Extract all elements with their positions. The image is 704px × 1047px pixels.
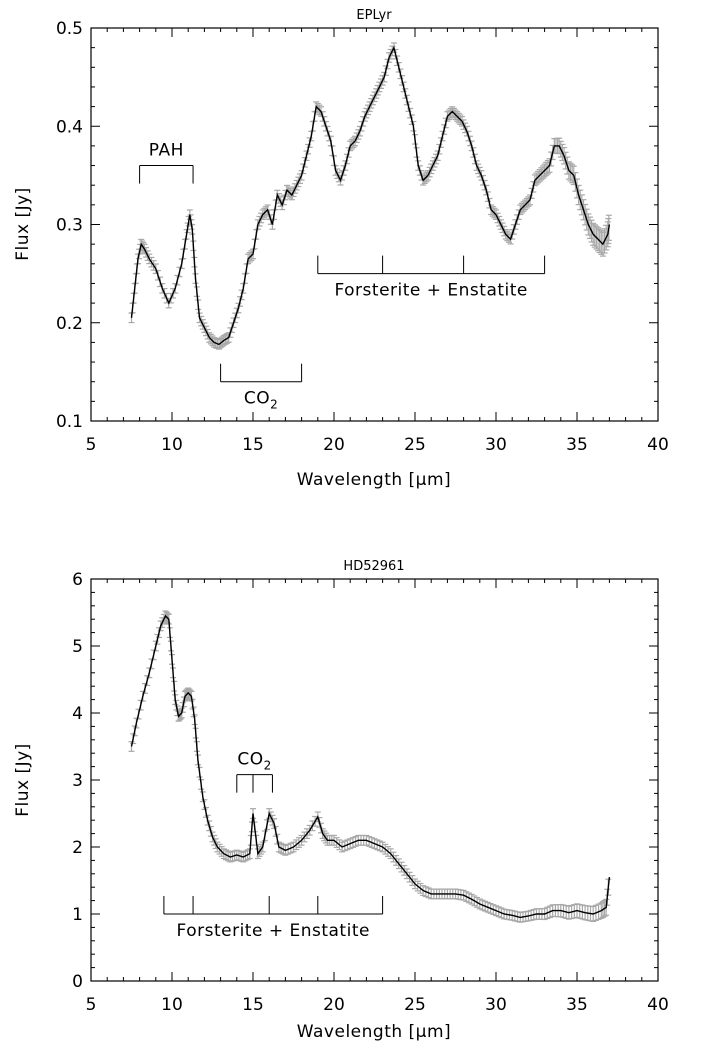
- y-tick-label: 2: [72, 838, 83, 858]
- bracket-label-subscript: 2: [264, 759, 272, 773]
- eplyr-plot-frame: [90, 27, 659, 422]
- hd52961-panel: HD52961 5 10 15 20 25 30 35 40 0 1 2 3 4 5 6 Waveleng…: [13, 559, 669, 1042]
- x-tick-label: 10: [161, 995, 183, 1015]
- x-tick-label: 35: [566, 435, 588, 455]
- hd52961-y-axis: 0 1 2 3 4 5 6: [72, 570, 658, 992]
- eplyr-y-axis: 0.1 0.2 0.3 0.4 0.5: [56, 19, 658, 432]
- hd52961-annotations: CO2 Forsterite + Enstatite: [163, 750, 384, 941]
- y-tick-label: 0: [72, 972, 83, 992]
- eplyr-panel: EPLyr 5 10 15 20 25 30 35 40 0.1 0.2 0.3 0.4 0.5 Wa…: [13, 8, 669, 490]
- x-tick-label: 30: [485, 995, 507, 1015]
- eplyr-annotations: PAH CO2 Forsterite + Enstatite: [139, 141, 546, 412]
- hd52961-x-axis-label: Wavelength [μm]: [297, 1022, 451, 1042]
- x-tick-label: 25: [404, 435, 426, 455]
- bracket-label: Forsterite + Enstatite: [177, 921, 370, 941]
- x-tick-label: 35: [566, 995, 588, 1015]
- hd52961-error-bars: [128, 610, 612, 923]
- y-tick-label: 0.3: [56, 216, 83, 236]
- x-tick-label: 40: [647, 995, 669, 1015]
- y-tick-label: 0.1: [56, 412, 83, 432]
- bracket-label: CO2: [237, 750, 271, 773]
- hd52961-x-axis: 5 10 15 20 25 30 35 40: [86, 579, 669, 1015]
- bracket-label-subscript: 2: [270, 398, 278, 412]
- y-tick-label: 5: [72, 637, 83, 657]
- bracket-label: Forsterite + Enstatite: [334, 281, 527, 301]
- x-tick-label: 20: [323, 995, 345, 1015]
- bracket-label: CO2: [244, 389, 278, 412]
- y-tick-label: 6: [72, 570, 83, 590]
- y-tick-label: 1: [72, 905, 83, 925]
- y-tick-label: 0.4: [56, 117, 83, 137]
- eplyr-x-axis-label: Wavelength [μm]: [297, 470, 451, 490]
- hd52961-spectrum-line: [130, 614, 611, 919]
- eplyr-y-axis-label: Flux [Jy]: [13, 187, 33, 261]
- y-tick-label: 0.2: [56, 314, 83, 334]
- x-tick-label: 30: [485, 435, 507, 455]
- y-tick-label: 3: [72, 771, 83, 791]
- x-tick-label: 5: [86, 435, 97, 455]
- x-tick-label: 25: [404, 995, 426, 1015]
- x-tick-label: 20: [323, 435, 345, 455]
- x-tick-label: 15: [242, 995, 264, 1015]
- eplyr-spectrum-line: [130, 45, 611, 346]
- eplyr-x-axis: 5 10 15 20 25 30 35 40: [86, 28, 669, 455]
- hd52961-y-axis-label: Flux [Jy]: [13, 743, 33, 817]
- hd52961-title: HD52961: [343, 559, 404, 574]
- eplyr-title: EPLyr: [356, 8, 392, 23]
- y-tick-label: 4: [72, 704, 83, 724]
- x-tick-label: 5: [86, 995, 97, 1015]
- y-tick-label: 0.5: [56, 19, 83, 39]
- eplyr-error-bars: [128, 42, 612, 350]
- x-tick-label: 40: [647, 435, 669, 455]
- x-tick-label: 15: [242, 435, 264, 455]
- x-tick-label: 10: [161, 435, 183, 455]
- bracket-label: PAH: [149, 141, 184, 161]
